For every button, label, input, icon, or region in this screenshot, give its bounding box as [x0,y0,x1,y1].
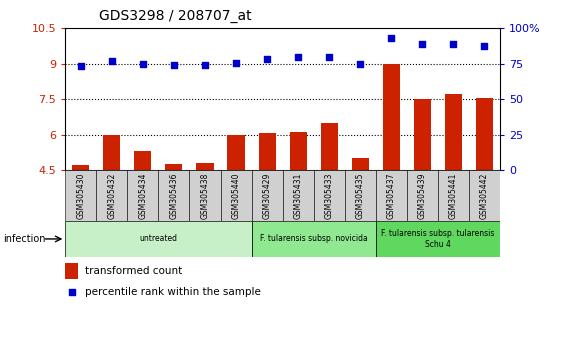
Text: F. tularensis subsp. tularensis
Schu 4: F. tularensis subsp. tularensis Schu 4 [381,229,495,249]
Bar [476,98,493,170]
Bar [197,163,214,170]
Bar [65,221,252,257]
Text: GSM305431: GSM305431 [294,172,303,219]
Text: GSM305438: GSM305438 [201,172,210,219]
Point [107,58,116,64]
Bar [252,170,283,221]
Point [201,62,210,68]
Text: GSM305437: GSM305437 [387,172,396,219]
Point [480,43,489,49]
Bar [407,170,438,221]
Text: GSM305439: GSM305439 [417,172,427,219]
Text: transformed count: transformed count [85,266,182,276]
Bar [414,99,431,170]
Bar [65,170,97,221]
Point [356,61,365,67]
Text: GSM305433: GSM305433 [325,172,333,219]
Point [449,41,458,46]
Bar [320,123,337,170]
Point [294,54,303,59]
Bar [345,170,375,221]
Point [67,289,76,295]
Point [387,35,396,41]
Bar [127,170,158,221]
Text: GSM305440: GSM305440 [232,172,240,219]
Text: F. tularensis subsp. novicida: F. tularensis subsp. novicida [260,234,367,244]
Bar [438,170,469,221]
Bar [445,95,462,170]
Bar [103,135,120,170]
Text: GSM305434: GSM305434 [139,172,148,219]
Bar [220,170,252,221]
Bar [352,158,369,170]
Bar [283,170,314,221]
Text: GSM305441: GSM305441 [449,172,458,219]
Text: GSM305430: GSM305430 [76,172,85,219]
Bar [165,164,182,170]
Point [417,41,427,46]
Bar [190,170,220,221]
Text: untreated: untreated [139,234,177,244]
Bar [158,170,190,221]
Bar [375,221,500,257]
Bar [252,221,375,257]
Text: GSM305435: GSM305435 [356,172,365,219]
Text: infection: infection [3,234,45,244]
Bar [135,151,152,170]
Bar [97,170,127,221]
Text: GSM305436: GSM305436 [169,172,178,219]
Text: percentile rank within the sample: percentile rank within the sample [85,287,261,297]
Point [76,63,85,69]
Bar [72,165,89,170]
Point [139,61,148,67]
Bar [314,170,345,221]
Text: GSM305429: GSM305429 [262,172,272,219]
Text: GDS3298 / 208707_at: GDS3298 / 208707_at [99,9,252,23]
Point [169,62,178,68]
Bar [258,133,275,170]
Bar [65,263,78,279]
Bar [290,132,307,170]
Text: GSM305432: GSM305432 [107,172,116,219]
Bar [383,64,400,170]
Point [262,56,272,62]
Bar [469,170,500,221]
Text: GSM305442: GSM305442 [480,172,489,219]
Bar [375,170,407,221]
Point [232,60,241,65]
Point [324,54,333,59]
Bar [228,135,245,170]
